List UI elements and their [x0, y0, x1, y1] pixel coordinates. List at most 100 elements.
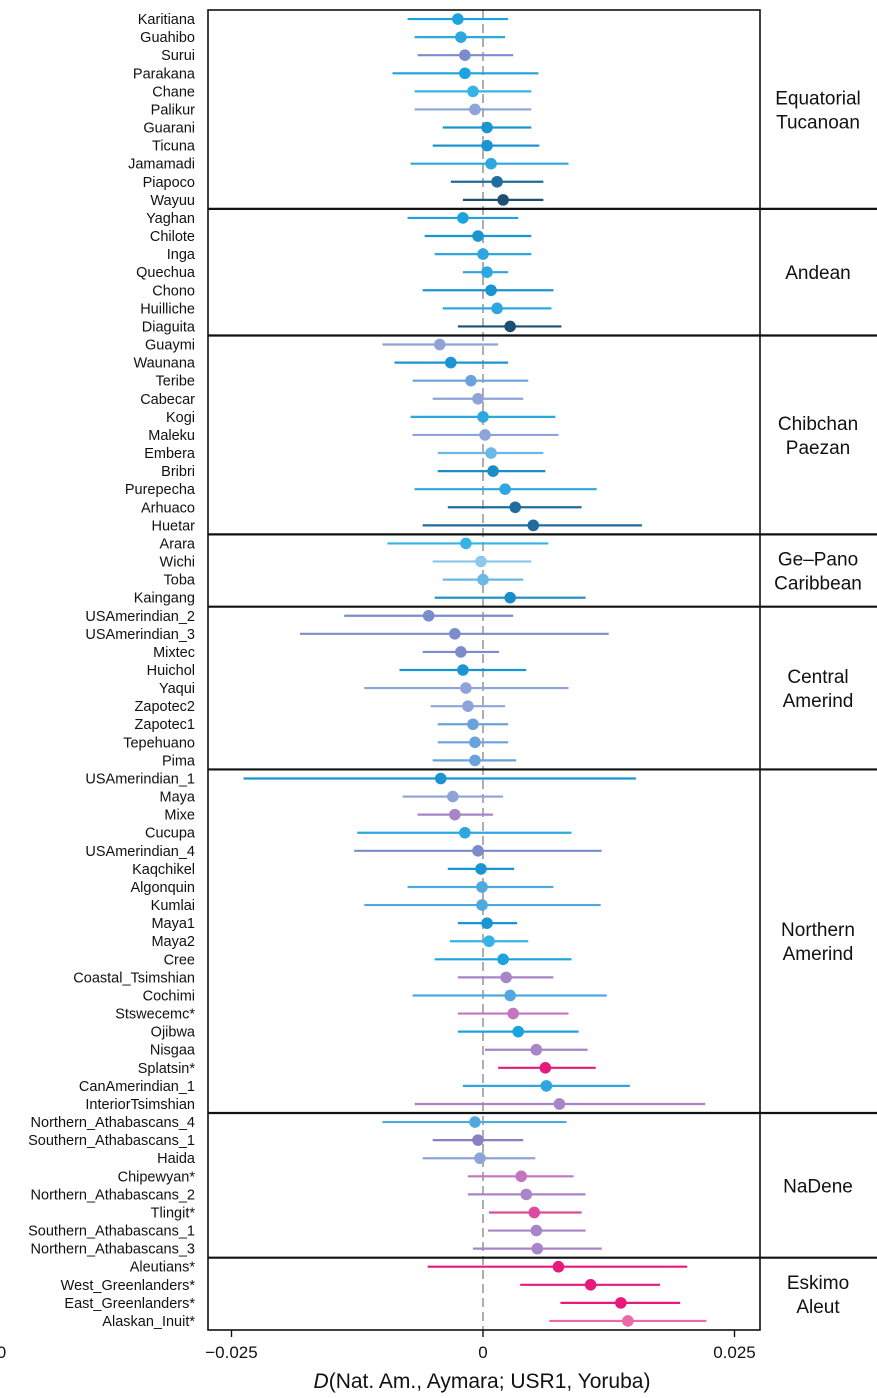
population-label: Chipewyan*: [118, 1169, 196, 1185]
population-label: Yaqui: [159, 681, 195, 697]
point-estimate: [485, 157, 497, 170]
point-estimate: [520, 1188, 533, 1201]
group-label: Paezan: [786, 438, 850, 459]
point-estimate: [481, 139, 493, 152]
population-label: Southern_Athabascans_1: [28, 1133, 195, 1149]
population-label: Cucupa: [145, 826, 196, 842]
population-label: Maleku: [148, 428, 195, 444]
point-estimate: [452, 13, 464, 25]
population-label: Nisgaa: [150, 1043, 196, 1059]
population-label: Chilote: [150, 229, 195, 245]
point-estimate: [509, 501, 521, 514]
population-label: Southern_Athabascans_1: [28, 1224, 195, 1240]
point-estimate: [481, 121, 493, 134]
population-label: Wayuu: [150, 193, 195, 209]
plot-area: [207, 9, 877, 1331]
population-label: Diaguita: [142, 319, 196, 335]
population-label: Tlingit*: [151, 1205, 196, 1221]
point-estimate: [475, 555, 487, 568]
population-label: Kaqchikel: [132, 862, 195, 878]
population-label: Mixe: [164, 808, 195, 824]
population-label: Alaskan_Inuit*: [102, 1314, 195, 1330]
group-label: Amerind: [783, 944, 854, 965]
point-estimate: [460, 537, 472, 550]
population-label: Guaymi: [145, 338, 195, 354]
population-label: USAmerindian_3: [85, 627, 195, 643]
point-estimate: [507, 1007, 519, 1020]
x-tick-label: −0.050: [0, 1343, 6, 1362]
point-estimate: [540, 1080, 553, 1092]
group-label: NaDene: [783, 1176, 853, 1197]
point-estimate: [512, 1025, 525, 1038]
population-label: Karitiana: [138, 12, 196, 28]
population-label: East_Greenlanders*: [64, 1296, 195, 1312]
population-label: Northern_Athabascans_3: [31, 1242, 195, 1258]
point-estimate: [459, 826, 471, 839]
point-estimate: [459, 67, 471, 80]
point-estimate: [449, 628, 461, 640]
population-label: Inga: [167, 247, 196, 263]
point-estimate: [477, 248, 489, 260]
point-estimate: [515, 1170, 528, 1183]
population-label: Waunana: [133, 356, 195, 372]
population-label: Mixtec: [153, 645, 195, 661]
x-tick-label: 0.025: [713, 1343, 756, 1362]
point-estimate: [497, 953, 509, 966]
point-estimate: [472, 230, 484, 242]
population-labels: Karitiana Guahibo Surui Parakana Chane Paliku…: [28, 12, 196, 1330]
point-estimate: [460, 682, 472, 694]
group-label: Equatorial: [775, 88, 861, 109]
population-label: Arara: [160, 536, 196, 552]
population-label: Kumlai: [151, 898, 195, 914]
point-estimate: [530, 1224, 543, 1237]
point-estimate: [465, 374, 477, 387]
population-label: InteriorTsimshian: [85, 1097, 195, 1113]
population-label: Purepecha: [125, 482, 196, 498]
population-label: Piapoco: [143, 175, 195, 191]
point-estimate: [485, 447, 497, 459]
point-estimate: [474, 1152, 486, 1165]
point-estimate: [476, 881, 488, 893]
population-label: Parakana: [133, 66, 196, 82]
point-estimate: [615, 1297, 627, 1309]
population-label: Jamamadi: [128, 157, 195, 173]
population-label: Chane: [152, 84, 195, 100]
population-label: Pima: [162, 753, 196, 769]
point-estimate: [552, 1260, 565, 1273]
x-axis-title: D(Nat. Am., Aymara; USR1, Yoruba): [314, 1370, 651, 1393]
population-label: Guahibo: [140, 30, 195, 46]
population-label: Huilliche: [140, 301, 195, 317]
point-estimate: [447, 790, 459, 803]
point-estimate: [481, 917, 493, 929]
point-estimate: [539, 1062, 552, 1074]
point-estimate: [472, 392, 484, 405]
group-label: Ge–Pano: [778, 550, 858, 571]
population-label: Algonquin: [131, 880, 196, 896]
population-label: Splatsin*: [138, 1061, 196, 1077]
population-label: Huichol: [147, 663, 195, 679]
population-label: Cochimi: [143, 988, 195, 1004]
population-label: Haida: [157, 1151, 196, 1167]
population-label: Wichi: [160, 555, 195, 571]
point-estimate: [485, 284, 497, 297]
point-estimate: [504, 591, 516, 604]
point-estimate: [491, 302, 503, 315]
population-label: CanAmerindian_1: [79, 1079, 195, 1095]
point-estimate: [497, 194, 509, 206]
x-axis-title-symbol: D: [314, 1370, 329, 1393]
point-estimate: [469, 1116, 481, 1128]
x-axis-title-text: (Nat. Am., Aymara; USR1, Yoruba): [329, 1370, 651, 1393]
population-label: USAmerindian_2: [85, 609, 195, 625]
point-estimate: [459, 49, 471, 62]
group-label: Northern: [781, 920, 855, 941]
point-estimate: [527, 519, 540, 532]
point-estimate: [472, 1134, 484, 1146]
population-label: Stswecemc*: [115, 1007, 195, 1023]
point-estimate: [584, 1278, 597, 1291]
population-label: Cree: [164, 952, 195, 968]
population-label: Chono: [152, 283, 195, 299]
point-estimate: [433, 338, 446, 351]
group-label: Amerind: [783, 691, 854, 712]
population-label: Zapotec1: [135, 717, 195, 733]
